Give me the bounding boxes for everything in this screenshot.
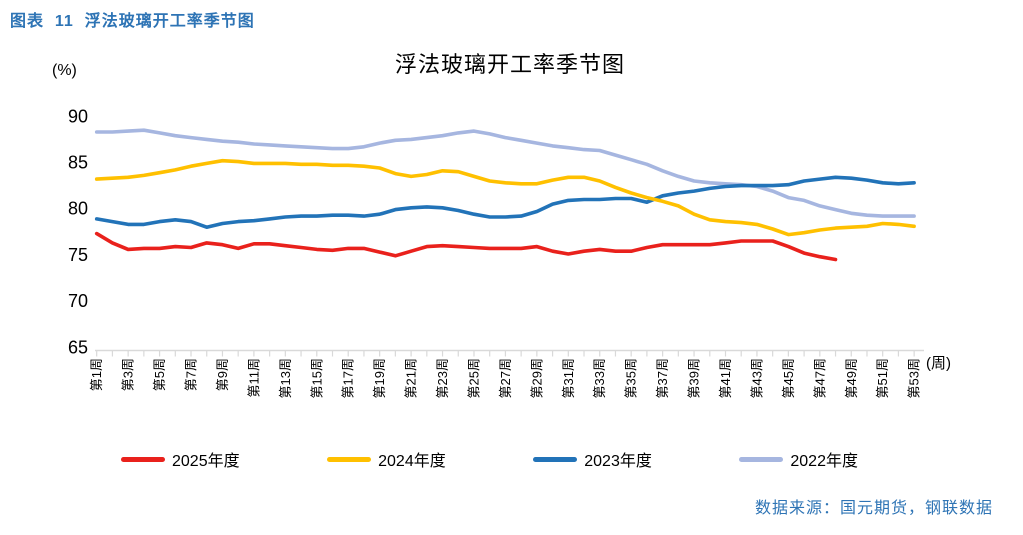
figure-caption: 图表 11 浮法玻璃开工率季节图 — [10, 13, 255, 30]
y-axis-label: 65 — [68, 337, 88, 357]
x-axis-label: 第41周 — [718, 358, 733, 398]
legend-swatch — [121, 456, 165, 462]
x-axis-label: 第39周 — [687, 358, 702, 398]
legend-item-2025年度: 2025年度 — [121, 447, 240, 471]
x-axis-label: 第25周 — [466, 358, 481, 398]
x-axis-label: 第45周 — [781, 358, 796, 398]
source-note: 数据来源：国元期货，钢联数据 — [754, 500, 993, 517]
x-axis-label: 第15周 — [309, 358, 324, 398]
x-axis-label: 第31周 — [561, 358, 576, 398]
legend-item-2024年度: 2024年度 — [327, 447, 446, 471]
x-axis-label: 第37周 — [655, 358, 670, 398]
x-axis-label: 第43周 — [749, 358, 764, 398]
legend-label: 2023年度 — [584, 453, 652, 470]
legend-swatch — [327, 456, 372, 462]
series-line-2023年度 — [94, 175, 916, 229]
series-line-2024年度 — [94, 158, 916, 237]
x-axis-label: 第17周 — [341, 358, 356, 398]
x-axis-label: 第11周 — [246, 358, 261, 398]
x-axis-label: 第29周 — [529, 358, 544, 398]
series-line-2025年度 — [94, 231, 838, 262]
legend-item-2022年度: 2022年度 — [739, 447, 858, 471]
x-axis-label: 第5周 — [152, 358, 167, 391]
chart-title: 浮法玻璃开工率季节图 — [394, 52, 625, 77]
y-axis-label: 75 — [68, 245, 88, 265]
legend-swatch — [533, 456, 578, 462]
x-axis-label: 第33周 — [592, 358, 607, 398]
x-axis-label: 第35周 — [624, 358, 639, 398]
x-axis-label: 第3周 — [121, 358, 136, 391]
y-axis-label: 85 — [68, 153, 88, 173]
x-axis-label: 第9周 — [215, 358, 230, 391]
x-axis-label: 第49周 — [844, 358, 859, 398]
legend-label: 2025年度 — [172, 453, 240, 470]
y-axis-label: 70 — [68, 291, 88, 311]
x-axis-label: 第51周 — [875, 358, 890, 398]
x-axis-label: 第21周 — [404, 358, 419, 398]
x-axis-label: 第13周 — [278, 358, 293, 398]
x-axis-label: 第47周 — [812, 358, 827, 398]
x-axis-label: 第1周 — [89, 358, 104, 391]
series-line-2022年度 — [94, 128, 916, 218]
y-axis-label: 80 — [68, 199, 88, 219]
x-axis-label: 第19周 — [372, 358, 387, 398]
y-axis-unit-label: (%) — [52, 62, 77, 79]
x-axis-label: 第27周 — [498, 358, 513, 398]
x-axis-label: 第7周 — [184, 358, 199, 391]
legend-label: 2022年度 — [790, 453, 858, 470]
legend-swatch — [739, 456, 784, 462]
legend-label: 2024年度 — [378, 453, 446, 470]
x-axis-label: 第23周 — [435, 358, 450, 398]
x-axis-label: 第53周 — [907, 358, 922, 398]
y-axis-label: 90 — [68, 106, 88, 126]
x-axis-unit-label: (周) — [926, 355, 951, 372]
chart-legend: 2025年度 2024年度 2023年度 2022年度 — [121, 447, 858, 471]
legend-item-2023年度: 2023年度 — [533, 447, 652, 471]
